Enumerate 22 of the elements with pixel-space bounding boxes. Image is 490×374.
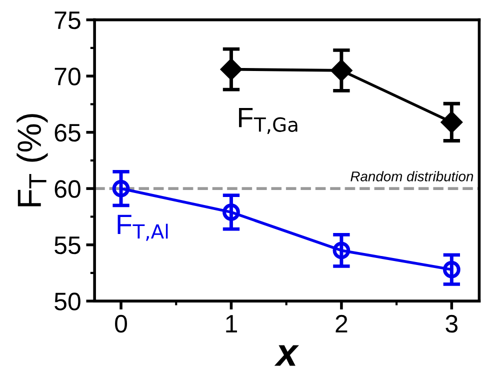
point <box>442 260 460 278</box>
x-tick-label: 2 <box>336 314 348 332</box>
x-axis-title: x <box>274 345 300 366</box>
x-tick-label: 1 <box>226 315 237 332</box>
series-label: F$_{T,Al}$ <box>118 214 168 241</box>
y-tick-label: 55 <box>54 236 80 254</box>
y-tick-label: 70 <box>54 68 80 86</box>
y-tick-label: 60 <box>54 180 80 198</box>
x-tick-label: 0 <box>115 314 127 333</box>
point <box>441 112 462 133</box>
point <box>330 60 352 82</box>
y-tick-label: 75 <box>54 12 80 30</box>
y-tick-label: 50 <box>54 292 80 310</box>
point <box>222 204 240 221</box>
series-label: F$_{T,Ga}$ <box>239 108 298 134</box>
y-tick-label: 65 <box>54 124 80 142</box>
point <box>220 58 242 80</box>
ref-line-label: Random distribution <box>350 171 474 182</box>
point <box>112 180 130 198</box>
y-axis-title: F$_{T}$ (%) <box>16 114 48 206</box>
x-tick-label: 3 <box>446 314 458 333</box>
point <box>332 242 350 260</box>
